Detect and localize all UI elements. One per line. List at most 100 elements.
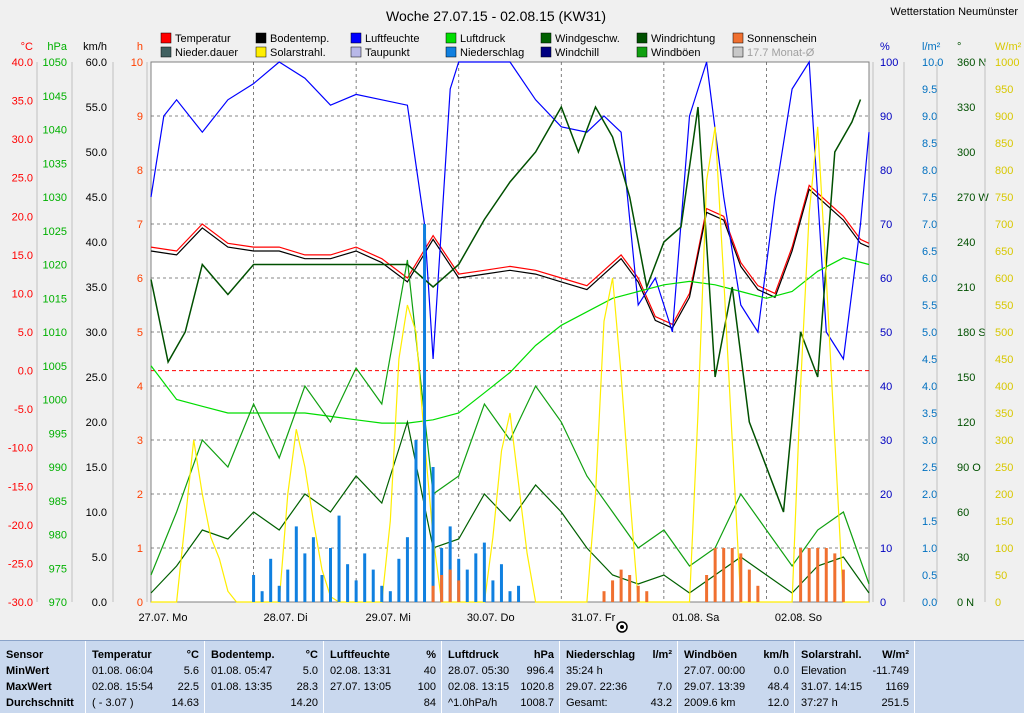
bar-mark: [833, 553, 837, 602]
stats-header: Luftfeuchte%: [330, 649, 436, 661]
bar-mark: [397, 558, 401, 602]
legend-swatch: [732, 32, 744, 44]
axis-tick-label: 1005: [43, 361, 67, 373]
axis-tick-label: 7: [137, 219, 143, 231]
series-line: [150, 257, 870, 424]
legend-label: Nieder.dauer: [175, 47, 238, 59]
axis-tick-label: -30.0: [8, 597, 33, 609]
legend-label: Sonnenschein: [747, 33, 817, 45]
legend-label: Windchill: [555, 47, 599, 59]
axis-tick-label: 3.5: [922, 408, 937, 420]
bar-mark: [722, 548, 726, 602]
stats-row: 27.07. 13:05 100: [330, 681, 436, 693]
axis-tick-label: 1030: [43, 192, 67, 204]
stats-column: Niederschlag l/m² 35:24 h 29.07. 22:36 7.0 Ge…: [560, 641, 678, 713]
bar-mark: [499, 564, 503, 602]
axis-tick-label: 1015: [43, 293, 67, 305]
axis-tick-label: 6: [137, 273, 143, 285]
axis-tick-label: 10: [131, 57, 143, 69]
axis-tick-label: -5.0: [14, 404, 33, 416]
axis-tick-label: 90 O: [957, 462, 981, 474]
bar-mark: [799, 548, 803, 602]
axis-tick-label: 150: [995, 516, 1013, 528]
axis-tick-label: 900: [995, 111, 1013, 123]
axis-tick-label: 8: [137, 165, 143, 177]
axis-tick-label: 995: [49, 428, 67, 440]
axis-unit: °C: [21, 41, 33, 53]
axis-tick-label: 980: [49, 530, 67, 542]
bar-mark: [619, 569, 623, 602]
axis-tick-label: -25.0: [8, 558, 33, 570]
axis-tick-label: 550: [995, 300, 1013, 312]
stats-row: 01.08. 06:04 5.6: [92, 665, 199, 677]
axis-tick-label: 4.5: [922, 354, 937, 366]
bar-mark: [294, 526, 298, 602]
stats-column: Luftdruck hPa 28.07. 05:30 996.4 02.08. 13:1…: [442, 641, 560, 713]
bar-mark: [517, 585, 521, 602]
stats-column: Temperatur °C 01.08. 06:04 5.6 02.08. 15:54 2…: [86, 641, 205, 713]
axis-tick-label: 5.0: [92, 552, 107, 564]
legend-label: Niederschlag: [460, 47, 524, 59]
bar-mark: [841, 569, 845, 602]
legend-label: Windböen: [651, 47, 701, 59]
axis-tick-label: 7.5: [922, 192, 937, 204]
bar-mark: [320, 575, 324, 602]
axis-tick-label: 985: [49, 496, 67, 508]
legend-label: Luftfeuchte: [365, 33, 419, 45]
axis-tick-label: 20.0: [12, 211, 33, 223]
bar-mark: [824, 548, 828, 602]
axis-unit: l/m²: [922, 41, 941, 53]
bar-mark: [508, 591, 512, 602]
x-tick-label: 01.08. Sa: [672, 612, 720, 624]
legend-swatch: [255, 46, 267, 58]
bar-mark: [337, 515, 341, 602]
axis-unit: °: [957, 41, 961, 53]
stats-header: Bodentemp. °C: [211, 649, 318, 661]
axis-tick-label: -15.0: [8, 481, 33, 493]
legend-swatch: [160, 46, 172, 58]
axis-tick-label: 500: [995, 327, 1013, 339]
axis-tick-label: 0 N: [957, 597, 974, 609]
bar-mark: [739, 553, 743, 602]
stats-column: Luftfeuchte% 02.08. 13:31 40 27.07. 13:05 10…: [324, 641, 442, 713]
station-name: Wetterstation Neumünster: [890, 6, 1018, 18]
axis-tick-label: 6.5: [922, 246, 937, 258]
bar-mark: [611, 580, 615, 602]
axis-tick-label: 650: [995, 246, 1013, 258]
x-tick-label: 31.07. Fr: [571, 612, 615, 624]
stats-row: Elevation -11.749: [801, 665, 909, 677]
axis-unit: W/m²: [995, 41, 1022, 53]
axis-tick-label: 5: [137, 327, 143, 339]
plot-area: [150, 61, 870, 603]
axis-tick-label: 330: [957, 102, 975, 114]
axis-tick-label: 0: [995, 597, 1001, 609]
x-tick-label: 27.07. Mo: [139, 612, 188, 624]
legend-swatch: [540, 32, 552, 44]
axis-tick-label: 1050: [43, 57, 67, 69]
axis-tick-label: 9.5: [922, 84, 937, 96]
record-icon[interactable]: [616, 621, 628, 633]
bar-mark: [260, 591, 264, 602]
axis-tick-label: 35.0: [12, 96, 33, 108]
legend-label: Windgeschw.: [555, 33, 620, 45]
axis-tick-label: 60.0: [86, 57, 107, 69]
axis-tick-label: 90: [880, 111, 892, 123]
axis-tick-label: 4: [137, 381, 143, 393]
axis-tick-label: 0.5: [922, 570, 937, 582]
axis-tick-label: 150: [957, 372, 975, 384]
bar-mark: [431, 467, 435, 602]
bar-mark: [440, 575, 444, 602]
bar-mark: [380, 585, 384, 602]
bar-mark: [346, 564, 350, 602]
axis-tick-label: 1040: [43, 125, 67, 137]
x-tick-label: 29.07. Mi: [366, 612, 411, 624]
axis-tick-label: 0.0: [92, 597, 107, 609]
axis-tick-label: 700: [995, 219, 1013, 231]
legend-label: Windrichtung: [651, 33, 715, 45]
stats-row: Durchschnitt: [6, 697, 74, 709]
axis-tick-label: 1045: [43, 91, 67, 103]
axis-tick-label: 0: [137, 597, 143, 609]
stats-column: Windböen km/h 27.07. 00:00 0.0 29.07. 13:39 4…: [678, 641, 795, 713]
stats-header: Niederschlag l/m²: [566, 649, 672, 661]
axis-tick-label: 350: [995, 408, 1013, 420]
